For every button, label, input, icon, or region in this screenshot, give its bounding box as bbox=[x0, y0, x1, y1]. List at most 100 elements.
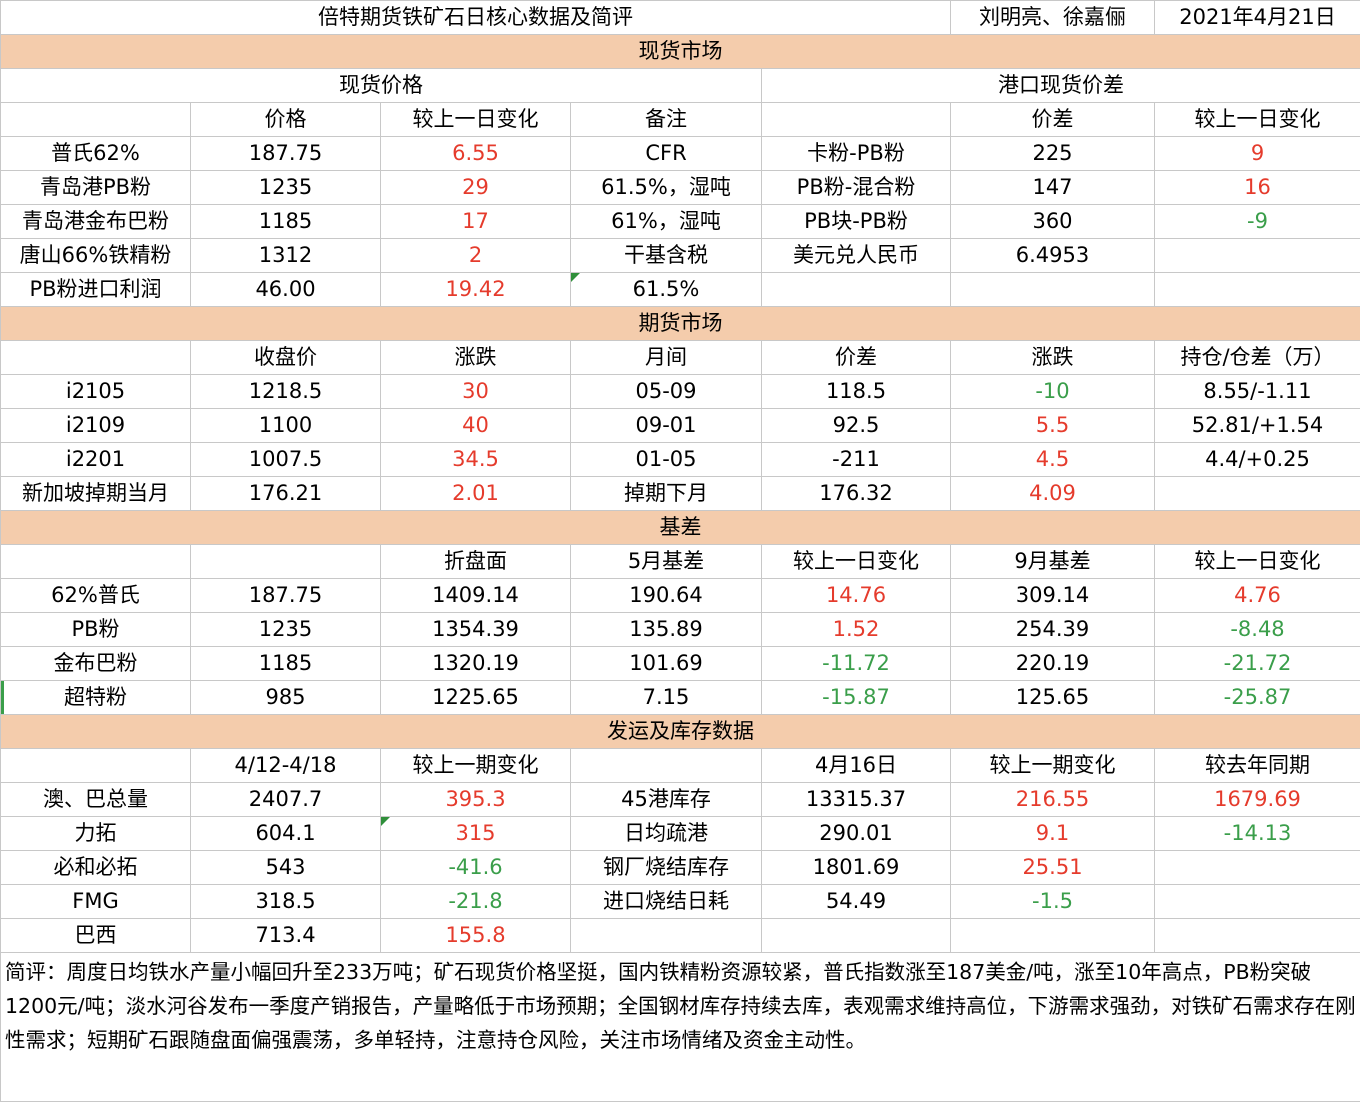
col-header[interactable]: 涨跌 bbox=[381, 341, 571, 375]
cell[interactable]: 225 bbox=[951, 137, 1155, 171]
cell[interactable]: 216.55 bbox=[951, 783, 1155, 817]
cell-with-comment-marker[interactable]: 315 bbox=[381, 817, 571, 851]
col-header[interactable]: 较上一日变化 bbox=[381, 103, 571, 137]
row-label[interactable]: i2105 bbox=[1, 375, 191, 409]
row-label[interactable] bbox=[571, 919, 762, 953]
row-label[interactable]: PB粉-混合粉 bbox=[762, 171, 951, 205]
cell[interactable]: 176.21 bbox=[191, 477, 381, 511]
cell[interactable]: 318.5 bbox=[191, 885, 381, 919]
cell[interactable] bbox=[1, 103, 191, 137]
cell[interactable]: -41.6 bbox=[381, 851, 571, 885]
col-header[interactable]: 涨跌 bbox=[951, 341, 1155, 375]
cell[interactable] bbox=[951, 273, 1155, 307]
row-label[interactable]: 金布巴粉 bbox=[1, 647, 191, 681]
cell[interactable]: 30 bbox=[381, 375, 571, 409]
cell[interactable]: 1100 bbox=[191, 409, 381, 443]
cell[interactable] bbox=[1, 341, 191, 375]
cell[interactable]: 7.15 bbox=[571, 681, 762, 715]
col-header[interactable]: 较上一日变化 bbox=[1155, 103, 1360, 137]
col-header[interactable]: 较上一日变化 bbox=[762, 545, 951, 579]
cell[interactable]: 190.64 bbox=[571, 579, 762, 613]
cell[interactable]: 4.76 bbox=[1155, 579, 1360, 613]
cell[interactable]: 4.4/+0.25 bbox=[1155, 443, 1360, 477]
cell[interactable]: 395.3 bbox=[381, 783, 571, 817]
cell[interactable]: 176.32 bbox=[762, 477, 951, 511]
row-label[interactable] bbox=[762, 273, 951, 307]
cell[interactable]: 290.01 bbox=[762, 817, 951, 851]
col-header[interactable]: 备注 bbox=[571, 103, 762, 137]
row-label[interactable]: 钢厂烧结库存 bbox=[571, 851, 762, 885]
col-header[interactable]: 月间 bbox=[571, 341, 762, 375]
cell[interactable]: -15.87 bbox=[762, 681, 951, 715]
cell[interactable]: 1801.69 bbox=[762, 851, 951, 885]
row-label[interactable]: 进口烧结日耗 bbox=[571, 885, 762, 919]
cell[interactable]: -1.5 bbox=[951, 885, 1155, 919]
cell[interactable]: 61%，湿吨 bbox=[571, 205, 762, 239]
section-title-futures[interactable]: 期货市场 bbox=[1, 307, 1360, 341]
report-title[interactable]: 倍特期货铁矿石日核心数据及简评 bbox=[1, 1, 951, 35]
row-label[interactable]: 唐山66%铁精粉 bbox=[1, 239, 191, 273]
cell[interactable]: CFR bbox=[571, 137, 762, 171]
row-label[interactable]: i2109 bbox=[1, 409, 191, 443]
col-header[interactable]: 4/12-4/18 bbox=[191, 749, 381, 783]
cell[interactable]: 14.76 bbox=[762, 579, 951, 613]
cell[interactable] bbox=[1155, 851, 1360, 885]
cell[interactable]: -211 bbox=[762, 443, 951, 477]
section-title-shipping[interactable]: 发运及库存数据 bbox=[1, 715, 1360, 749]
cell[interactable]: 1.52 bbox=[762, 613, 951, 647]
row-label[interactable]: PB粉 bbox=[1, 613, 191, 647]
market-comment[interactable]: 简评：周度日均铁水产量小幅回升至233万吨；矿石现货价格坚挺，国内铁精粉资源较紧… bbox=[1, 953, 1360, 1102]
cell[interactable]: 2.01 bbox=[381, 477, 571, 511]
cell[interactable]: 2 bbox=[381, 239, 571, 273]
cell[interactable]: 2407.7 bbox=[191, 783, 381, 817]
cell[interactable]: 9 bbox=[1155, 137, 1360, 171]
col-header[interactable]: 价差 bbox=[762, 341, 951, 375]
cell[interactable]: 54.49 bbox=[762, 885, 951, 919]
report-date[interactable]: 2021年4月21日 bbox=[1155, 1, 1360, 35]
row-label[interactable]: 新加坡掉期当月 bbox=[1, 477, 191, 511]
cell[interactable]: 4.5 bbox=[951, 443, 1155, 477]
row-label[interactable]: 卡粉-PB粉 bbox=[762, 137, 951, 171]
row-label[interactable]: 澳、巴总量 bbox=[1, 783, 191, 817]
cell[interactable]: 147 bbox=[951, 171, 1155, 205]
cell[interactable]: 干基含税 bbox=[571, 239, 762, 273]
cell[interactable]: 220.19 bbox=[951, 647, 1155, 681]
cell[interactable] bbox=[762, 919, 951, 953]
cell[interactable]: 1312 bbox=[191, 239, 381, 273]
cell[interactable] bbox=[762, 103, 951, 137]
cell[interactable]: 254.39 bbox=[951, 613, 1155, 647]
cell[interactable]: 25.51 bbox=[951, 851, 1155, 885]
cell[interactable]: 掉期下月 bbox=[571, 477, 762, 511]
cell[interactable]: 1007.5 bbox=[191, 443, 381, 477]
cell[interactable]: 5.5 bbox=[951, 409, 1155, 443]
col-header[interactable]: 价格 bbox=[191, 103, 381, 137]
cell[interactable]: 1218.5 bbox=[191, 375, 381, 409]
cell[interactable]: 6.4953 bbox=[951, 239, 1155, 273]
cell[interactable]: 40 bbox=[381, 409, 571, 443]
row-label[interactable]: 美元兑人民币 bbox=[762, 239, 951, 273]
cell[interactable]: 135.89 bbox=[571, 613, 762, 647]
cell[interactable]: 34.5 bbox=[381, 443, 571, 477]
row-label[interactable]: 力拓 bbox=[1, 817, 191, 851]
cell[interactable]: 125.65 bbox=[951, 681, 1155, 715]
cell[interactable]: 985 bbox=[191, 681, 381, 715]
spot-price-title[interactable]: 现货价格 bbox=[1, 69, 762, 103]
row-label[interactable]: PB粉进口利润 bbox=[1, 273, 191, 307]
cell[interactable]: 1185 bbox=[191, 647, 381, 681]
cell[interactable]: 46.00 bbox=[191, 273, 381, 307]
cell[interactable]: 1235 bbox=[191, 171, 381, 205]
col-header[interactable]: 持仓/仓差（万） bbox=[1155, 341, 1360, 375]
cell[interactable]: 19.42 bbox=[381, 273, 571, 307]
cell[interactable]: 16 bbox=[1155, 171, 1360, 205]
cell[interactable]: -9 bbox=[1155, 205, 1360, 239]
cell[interactable]: 92.5 bbox=[762, 409, 951, 443]
cell[interactable]: 1409.14 bbox=[381, 579, 571, 613]
cell[interactable] bbox=[191, 545, 381, 579]
cell[interactable]: -10 bbox=[951, 375, 1155, 409]
row-label[interactable]: 必和必拓 bbox=[1, 851, 191, 885]
cell[interactable]: 29 bbox=[381, 171, 571, 205]
cell[interactable]: 4.09 bbox=[951, 477, 1155, 511]
cell[interactable]: 09-01 bbox=[571, 409, 762, 443]
cell[interactable]: 713.4 bbox=[191, 919, 381, 953]
col-header[interactable]: 较上一期变化 bbox=[381, 749, 571, 783]
